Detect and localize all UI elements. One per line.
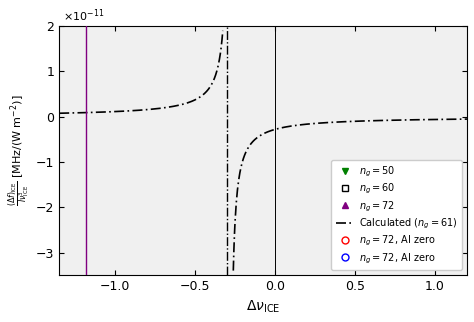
Text: $\times10^{-11}$: $\times10^{-11}$ — [63, 7, 105, 24]
X-axis label: $\Delta\nu_\mathrm{ICE}$: $\Delta\nu_\mathrm{ICE}$ — [246, 299, 280, 315]
Legend: $n_g = 50$, $n_g = 60$, $n_g = 72$, Calculated ($n_g = 61$), $n_g = 72$, AI zero: $n_g = 50$, $n_g = 60$, $n_g = 72$, Calc… — [331, 160, 462, 270]
Y-axis label: $\frac{(\Delta f)_\mathrm{ICE}}{I\nu^3_\mathrm{ICE}}$ [MHz/(W m$^{-2}$)]: $\frac{(\Delta f)_\mathrm{ICE}}{I\nu^3_\… — [7, 95, 33, 206]
